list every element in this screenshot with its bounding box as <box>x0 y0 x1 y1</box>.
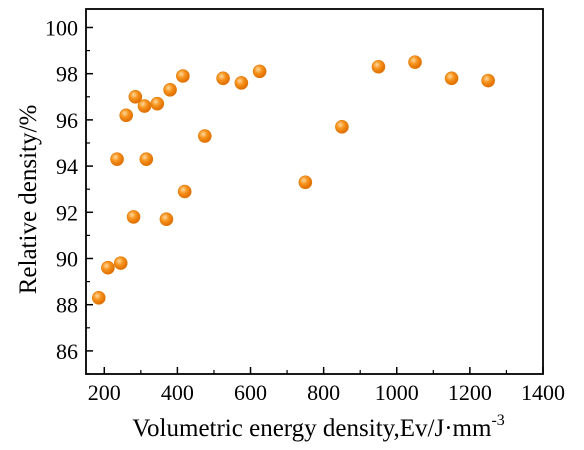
data-point <box>159 212 174 227</box>
data-point <box>252 64 267 79</box>
data-point <box>150 96 165 111</box>
ticks-layer <box>86 26 544 375</box>
x-axis-title-main: Volumetric energy density,Ev/J·mm <box>132 415 492 442</box>
data-point <box>335 120 349 134</box>
data-point <box>91 290 106 305</box>
y-tick-label: 98 <box>56 62 78 87</box>
x-axis-title-superscript: -3 <box>491 412 504 429</box>
data-point <box>177 184 192 199</box>
y-tick-label: 86 <box>56 339 78 364</box>
data-point <box>101 260 115 275</box>
data-point <box>481 73 495 88</box>
data-point <box>216 71 230 86</box>
y-tick-label: 90 <box>56 246 78 271</box>
x-tick-label: 1400 <box>521 380 565 405</box>
y-tick-label: 88 <box>56 293 78 318</box>
data-point <box>163 83 177 97</box>
data-point <box>128 89 143 104</box>
data-point <box>176 69 190 83</box>
points-layer <box>91 55 495 305</box>
y-tick-label: 96 <box>56 108 78 133</box>
x-tick-label: 800 <box>307 380 340 405</box>
data-point <box>234 76 249 90</box>
x-tick-label: 600 <box>234 380 267 405</box>
plot-frame <box>85 8 544 375</box>
x-tick-label: 1000 <box>375 380 419 405</box>
data-point <box>408 55 422 69</box>
y-tick-label: 94 <box>56 154 78 179</box>
x-tick-label: 200 <box>88 380 121 405</box>
x-tick-label: 1200 <box>448 380 492 405</box>
data-point <box>198 129 212 143</box>
data-point <box>119 108 134 123</box>
x-tick-label: 400 <box>161 380 194 405</box>
x-axis-title: Volumetric energy density,Ev/J·mm-3 <box>132 412 505 442</box>
data-point <box>371 59 386 74</box>
labels-layer: 200 400 600 800 1000 1200 1400 86 88 90 92 94 96 98 10… <box>45 15 565 405</box>
data-point <box>110 152 124 166</box>
y-tick-label: 92 <box>56 200 78 225</box>
data-point <box>139 152 154 166</box>
y-axis-title: Relative density/% <box>15 105 42 295</box>
data-point <box>113 256 128 270</box>
data-point <box>298 175 313 190</box>
data-point <box>126 210 141 224</box>
data-point <box>137 99 152 113</box>
data-point <box>444 71 459 86</box>
y-tick-label: 100 <box>45 15 78 40</box>
